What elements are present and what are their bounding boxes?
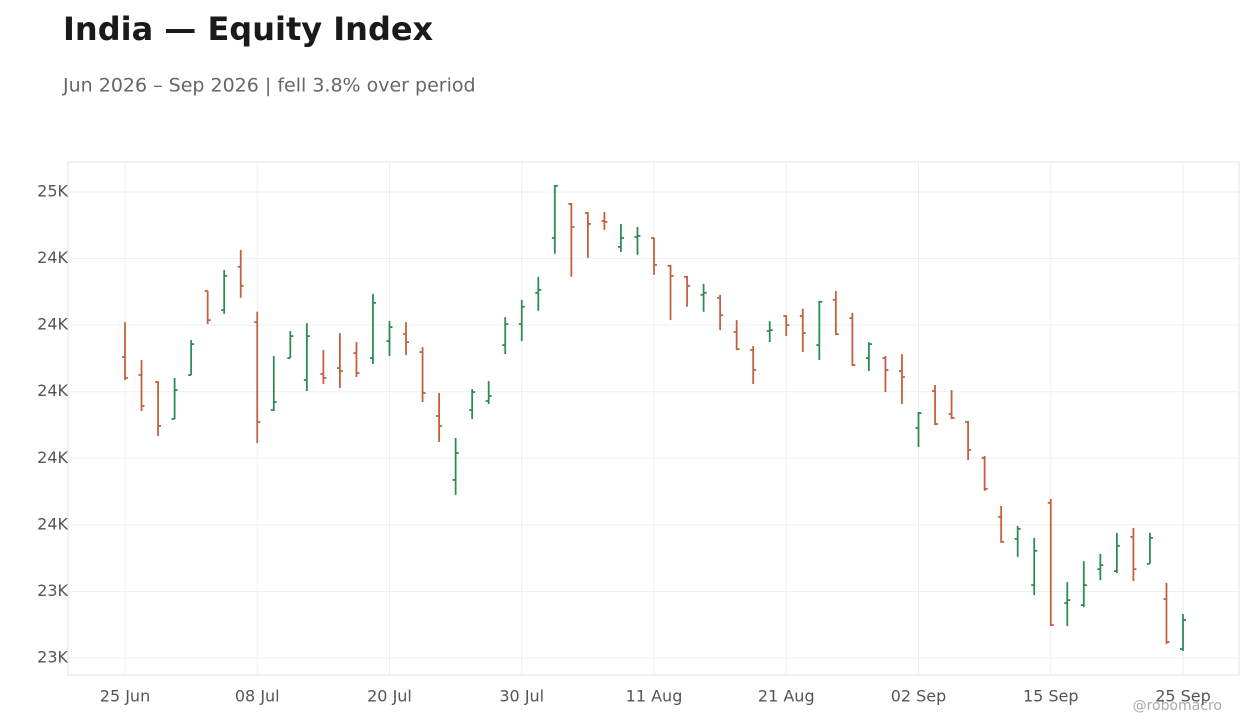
- ohlc-bar: [518, 299, 525, 342]
- ohlc-bar: [898, 354, 905, 405]
- chart-subtitle: Jun 2026 – Sep 2026 | fell 3.8% over per…: [62, 75, 476, 97]
- x-tick-label: 08 Jul: [235, 687, 280, 706]
- ohlc-bar: [882, 356, 889, 393]
- ohlc-bar: [1014, 525, 1021, 557]
- ohlc-bar: [469, 389, 476, 419]
- y-tick-label: 23K: [37, 648, 68, 667]
- ohlc-bar: [1163, 582, 1170, 645]
- ohlc-bar: [667, 264, 674, 321]
- ohlc-bar: [270, 356, 277, 412]
- ohlc-bar: [617, 223, 624, 252]
- ohlc-bar: [254, 311, 261, 443]
- x-tick-label: 15 Sep: [1023, 687, 1079, 706]
- ohlc-bar: [832, 290, 839, 336]
- ohlc-bar: [204, 289, 211, 325]
- ohlc-bar: [733, 320, 740, 351]
- ohlc-bar: [403, 322, 410, 356]
- ohlc-bar: [700, 283, 707, 312]
- ohlc-bar: [303, 323, 310, 392]
- ohlc-bar: [122, 322, 128, 381]
- ohlc-bar: [684, 275, 691, 307]
- ohlc-bar: [651, 237, 657, 275]
- ohlc-bar: [915, 412, 922, 447]
- ohlc-bar: [766, 321, 773, 343]
- ohlc-bar: [237, 249, 244, 298]
- y-tick-label: 24K: [37, 448, 68, 467]
- ohlc-bar: [816, 300, 823, 361]
- ohlc-bar: [188, 340, 195, 376]
- x-tick-label: 21 Aug: [758, 687, 815, 706]
- ohlc-bar: [1064, 582, 1071, 627]
- y-tick-label: 25K: [37, 181, 68, 200]
- ohlc-bar: [750, 346, 757, 385]
- ohlc-bar: [1146, 532, 1153, 565]
- ohlc-bar: [849, 312, 856, 367]
- ohlc-bar: [717, 294, 724, 331]
- ohlc-bar: [369, 293, 376, 365]
- ohlc-bar: [799, 308, 806, 353]
- ohlc-bar: [436, 393, 443, 442]
- ohlc-bar: [320, 350, 327, 385]
- x-tick-label: 11 Aug: [626, 687, 683, 706]
- ohlc-bar: [452, 437, 459, 495]
- ohlc-bar: [221, 269, 228, 314]
- ohlc-bar: [932, 385, 939, 425]
- ohlc-bar: [502, 317, 509, 355]
- ohlc-bar: [535, 276, 542, 311]
- x-tick-label: 02 Sep: [891, 687, 947, 706]
- y-tick-label: 24K: [37, 381, 68, 400]
- ohlc-bar: [981, 455, 988, 491]
- ohlc-bar: [1113, 532, 1120, 574]
- ohlc-bar: [1031, 537, 1038, 596]
- ohlc-bar: [601, 211, 608, 230]
- x-tick-label: 25 Jun: [100, 687, 150, 706]
- ohlc-bar: [998, 505, 1005, 543]
- ohlc-bar: [155, 381, 162, 436]
- ohlc-bar: [551, 184, 558, 254]
- ohlc-bar: [386, 321, 393, 357]
- ohlc-bar: [138, 360, 145, 412]
- chart-title: India — Equity Index: [63, 10, 434, 48]
- ohlc-bar: [1180, 614, 1186, 652]
- x-tick-label: 25 Sep: [1155, 687, 1211, 706]
- watermark: @robomacro: [1133, 698, 1222, 714]
- ohlc-bar: [965, 420, 972, 460]
- ohlc-bar: [171, 378, 178, 420]
- y-tick-label: 24K: [37, 248, 68, 267]
- ohlc-bar: [419, 347, 426, 403]
- ohlc-bar: [287, 331, 294, 359]
- y-tick-label: 24K: [37, 514, 68, 533]
- ohlc-bar: [336, 333, 343, 389]
- ohlc-bar: [1047, 498, 1054, 627]
- ohlc-bar: [485, 381, 492, 405]
- ohlc-bar: [1080, 561, 1087, 608]
- ohlc-bar: [948, 390, 955, 419]
- y-tick-label: 24K: [37, 315, 68, 334]
- ohlc-bar: [865, 342, 872, 372]
- ohlc-bar: [1097, 553, 1104, 581]
- ohlc-bar: [634, 226, 641, 255]
- ohlc-bar: [568, 202, 575, 277]
- ohlc-bar: [353, 342, 360, 378]
- ohlc-bar: [584, 211, 591, 258]
- x-tick-label: 30 Jul: [499, 687, 544, 706]
- y-tick-label: 23K: [37, 581, 68, 600]
- ohlc-bar: [783, 315, 790, 337]
- ohlc-bar: [1130, 527, 1137, 582]
- x-tick-label: 20 Jul: [367, 687, 412, 706]
